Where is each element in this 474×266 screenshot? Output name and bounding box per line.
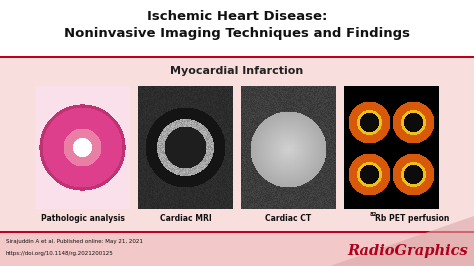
Text: Sirajuddin A et al. Published online: May 21, 2021: Sirajuddin A et al. Published online: Ma…	[6, 239, 143, 243]
Bar	[0, 0, 474, 58]
Text: Ischemic Heart Disease:: Ischemic Heart Disease:	[147, 10, 327, 23]
Text: 82: 82	[370, 212, 377, 217]
Text: https://doi.org/10.1148/rg.2021200125: https://doi.org/10.1148/rg.2021200125	[6, 251, 114, 256]
Text: Noninvasive Imaging Techniques and Findings: Noninvasive Imaging Techniques and Findi…	[64, 27, 410, 39]
Bar	[0, 231, 474, 266]
Text: RadioGraphics: RadioGraphics	[347, 244, 468, 259]
Text: Cardiac MRI: Cardiac MRI	[160, 214, 211, 223]
Text: Cardiac CT: Cardiac CT	[265, 214, 311, 223]
Bar	[0, 58, 474, 231]
Text: Rb PET perfusion: Rb PET perfusion	[375, 214, 450, 223]
Polygon shape	[330, 216, 474, 266]
Bar	[0, 231, 474, 232]
Text: Myocardial Infarction: Myocardial Infarction	[170, 66, 304, 76]
Bar	[0, 56, 474, 58]
Text: Pathologic analysis: Pathologic analysis	[41, 214, 125, 223]
